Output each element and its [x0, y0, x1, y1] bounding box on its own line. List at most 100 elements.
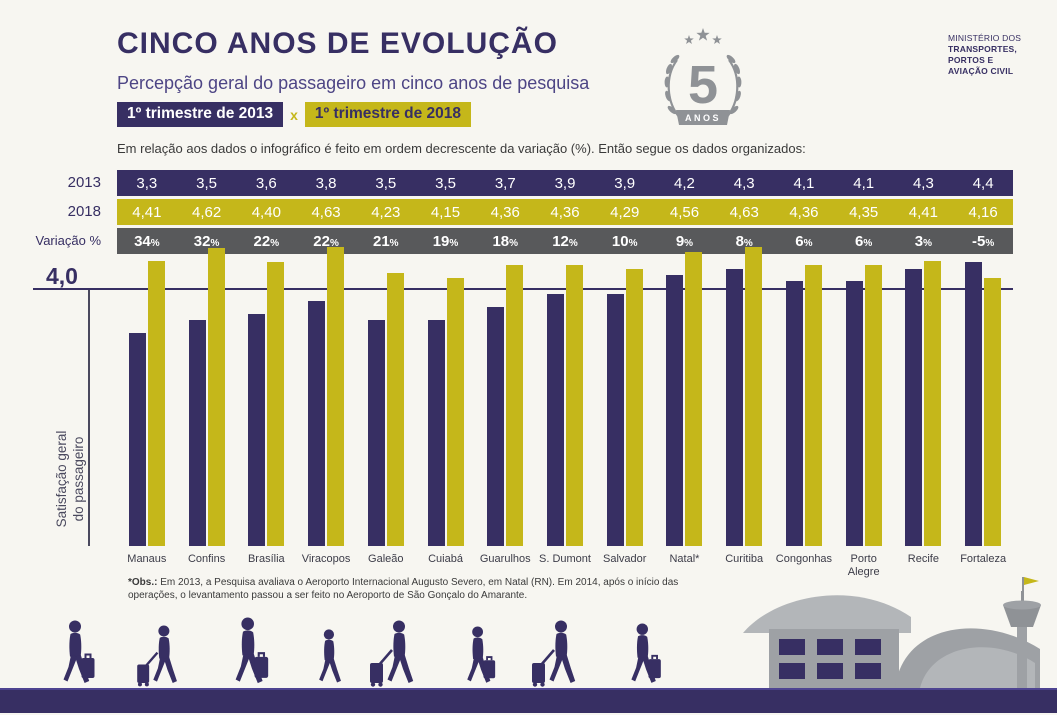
bar-2018 [565, 265, 583, 546]
table-cell-2018: 4,62 [191, 203, 222, 221]
terminal-canopy [743, 595, 911, 633]
bar-group [894, 246, 954, 546]
table-cell-2013: 3,9 [614, 174, 636, 192]
table-cell-variation: 21% [372, 232, 399, 250]
table-cell-variation: 10% [611, 232, 638, 250]
bar-group [296, 246, 356, 546]
five-years-anniversary-badge-icon: 5 ANOS [664, 28, 742, 125]
table-cell-variation: 22% [253, 232, 280, 250]
terminal-building [769, 629, 899, 688]
x-axis-label: Brasília [247, 553, 285, 565]
footnote: *Obs.: Em 2013, a Pesquisa avaliava o Ae… [128, 576, 723, 602]
bar-group [535, 246, 595, 546]
table-row-2018-values: 4,41 4,62 4,40 4,63 4,23 4,15 4,36 4,36 4,29 4,56… [117, 199, 1013, 225]
star-icon [684, 35, 694, 45]
bar-2013 [367, 320, 385, 546]
table-cell-2013: 4,4 [972, 174, 994, 192]
bar-group [774, 246, 834, 546]
page-subtitle: Percepção geral do passageiro em cinco a… [117, 73, 590, 93]
badge-label: ANOS [685, 113, 721, 123]
table-cell-2013: 3,3 [136, 174, 158, 192]
legend-badge-2013: 1º trimestre de 2013 [117, 102, 284, 127]
x-axis-label: Natal* [669, 553, 700, 565]
footnote-label: *Obs.: [128, 577, 158, 588]
star-icon [712, 35, 722, 45]
x-axis-label: Cuiabá [428, 553, 463, 565]
x-axis-label: Galeão [368, 553, 404, 565]
x-axis-label: Manaus [127, 553, 167, 565]
bar-group [834, 246, 894, 546]
table-cell-2013: 4,1 [793, 174, 815, 192]
bar-2018 [446, 278, 464, 546]
bar-2013 [726, 269, 744, 546]
bar-group [953, 246, 1013, 546]
y-axis-title-line: Satisfação geral [54, 430, 69, 528]
table-cell-2018: 4,23 [371, 203, 401, 221]
bar-2013 [785, 281, 803, 546]
bar-2013 [427, 320, 445, 546]
control-tower [1003, 577, 1041, 688]
bar-2018 [625, 269, 643, 546]
bar-group [416, 246, 476, 546]
table-row-variation-values: 34% 32% 22% 22% 21% 19% 18% 12% 10% 9% 8% 6% 6% 3% -5% [117, 228, 1013, 254]
bar-2018 [984, 278, 1002, 546]
bar-group [236, 246, 296, 546]
table-cell-2013: 3,6 [255, 174, 277, 192]
table-cell-variation: 9% [675, 232, 694, 250]
bar-group [714, 246, 774, 546]
table-cell-variation: 32% [193, 232, 220, 250]
x-axis-label: S. Dumont [539, 553, 591, 565]
bar-2013 [666, 275, 684, 546]
table-cell-variation: 22% [313, 232, 339, 250]
x-axis-label: Porto Alegre [847, 553, 880, 578]
table-cell-variation: 12% [552, 232, 578, 250]
table-cell-2018: 4,56 [669, 203, 700, 221]
passenger-icon [236, 618, 269, 684]
table-cell-variation: -5% [972, 232, 995, 250]
x-axis-labels: Manaus Confins Brasília Viracopos Galeão Cuia… [117, 553, 1013, 579]
table-cell-variation: 8% [735, 232, 753, 250]
walking-passengers-silhouettes-icon [55, 610, 685, 690]
table-cell-2013: 4,3 [733, 174, 755, 192]
laurel-branch-right [725, 59, 739, 119]
bar-group [475, 246, 535, 546]
table-cell-2018: 4,63 [311, 203, 341, 221]
bar-2013 [487, 307, 505, 546]
table-cell-2018: 4,16 [968, 203, 998, 221]
intro-text: Em relação aos dados o infográfico é fei… [117, 141, 806, 156]
bar-2018 [147, 261, 165, 546]
bar-group [595, 246, 655, 546]
y-axis-title: Satisfação geral do passageiro [53, 369, 87, 589]
table-cell-variation: 3% [914, 232, 933, 250]
passenger-icon [319, 629, 341, 683]
table-cell-2018: 4,15 [430, 203, 461, 221]
ministry-line: TRANSPORTES, [948, 44, 1017, 54]
table-cell-2018: 4,63 [729, 203, 759, 221]
flag-icon [1024, 577, 1039, 585]
laurel-leaves [664, 54, 742, 115]
bar-2013 [845, 281, 863, 546]
bar-2013 [606, 294, 624, 546]
table-cell-variation: 18% [492, 232, 519, 250]
passenger-icon [64, 621, 95, 684]
bar-2013 [128, 333, 146, 546]
bar-2018 [506, 265, 524, 546]
table-cell-2013: 4,1 [853, 174, 875, 192]
y-axis-title-line: do passageiro [71, 436, 86, 522]
bar-group [356, 246, 416, 546]
bar-2013 [546, 294, 564, 546]
airport-terminal-illustration [743, 577, 1041, 688]
table-cell-2018: 4,36 [490, 203, 520, 221]
table-cell-variation: 34% [134, 232, 160, 250]
bar-2018 [745, 247, 763, 546]
row-label-2013: 2013 [67, 174, 101, 191]
table-cell-2018: 4,36 [789, 203, 819, 221]
legend-separator: x [290, 106, 298, 123]
table-cell-variation: 19% [432, 232, 459, 250]
passenger-icon [370, 621, 413, 687]
x-axis-label: Guarulhos [479, 553, 531, 565]
bar-2018 [327, 247, 345, 546]
table-cell-2013: 4,3 [912, 174, 934, 192]
x-axis-label: Viracopos [301, 553, 351, 565]
